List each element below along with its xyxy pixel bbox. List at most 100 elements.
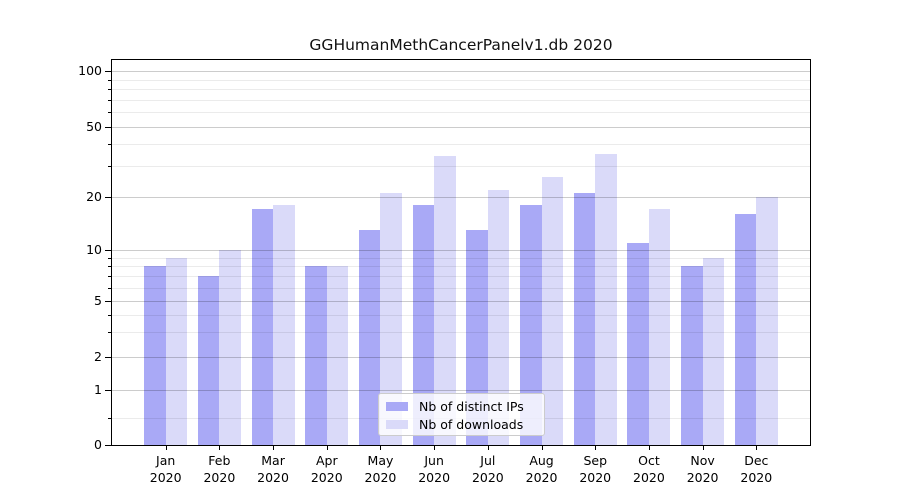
y-tick-mark-minor xyxy=(108,257,112,259)
x-tick-mark xyxy=(219,446,221,450)
bar-distinct-ips-jun xyxy=(412,205,435,445)
y-tick-mark-minor xyxy=(108,314,112,316)
legend-label-distinct-ips: Nb of distinct IPs xyxy=(419,399,524,414)
y-tick-mark-minor xyxy=(108,99,112,101)
bar-downloads-nov xyxy=(702,257,725,445)
x-tick-mark xyxy=(648,446,650,450)
x-tick-label-year: 2020 xyxy=(471,469,504,485)
y-tick-mark xyxy=(105,197,112,198)
y-tick-mark-minor xyxy=(108,266,112,268)
x-tick-label-year: 2020 xyxy=(633,469,665,485)
legend-swatch-distinct-ips xyxy=(386,402,408,411)
x-tick-label-year: 2020 xyxy=(686,469,719,485)
x-tick-label-month: Oct xyxy=(638,453,660,468)
plot-area xyxy=(111,59,811,446)
y-tick-mark xyxy=(105,127,112,128)
bar-downloads-jan xyxy=(165,257,188,445)
x-tick-label: Dec 2020 xyxy=(728,453,784,486)
y-tick-mark-minor xyxy=(108,112,112,114)
y-grid-minor xyxy=(112,166,810,168)
y-grid-major xyxy=(112,127,810,128)
bar-downloads-jul xyxy=(487,189,510,445)
y-tick-mark xyxy=(105,357,112,358)
y-tick-label: 0 xyxy=(94,437,102,452)
bar-downloads-may xyxy=(380,193,402,445)
y-tick-mark xyxy=(105,301,112,302)
bar-distinct-ips-nov xyxy=(681,266,703,445)
bar-distinct-ips-oct xyxy=(627,242,649,445)
x-tick-mark xyxy=(756,446,758,450)
x-tick-label-year: 2020 xyxy=(579,469,612,485)
x-tick-label-month: Aug xyxy=(529,453,554,468)
bar-downloads-feb xyxy=(219,250,241,445)
x-tick-mark xyxy=(702,446,704,450)
x-tick-label: Jan 2020 xyxy=(138,453,194,486)
y-grid-minor xyxy=(112,112,810,114)
x-tick-mark xyxy=(380,446,382,450)
bar-distinct-ips-apr xyxy=(305,266,327,445)
x-tick-label: Mar 2020 xyxy=(245,453,301,486)
x-tick-mark xyxy=(165,446,167,450)
x-tick-label-month: Apr xyxy=(315,453,338,468)
x-tick-label: Oct 2020 xyxy=(621,453,677,486)
x-tick-mark xyxy=(434,446,436,450)
y-grid-major xyxy=(112,71,810,72)
x-tick-label-month: Dec xyxy=(744,453,769,468)
x-tick-label-year: 2020 xyxy=(364,469,397,485)
y-tick-mark-minor xyxy=(108,166,112,168)
x-tick-label: Feb 2020 xyxy=(191,453,247,486)
legend-item-distinct-ips: Nb of distinct IPs xyxy=(386,398,544,416)
bar-distinct-ips-feb xyxy=(197,276,220,445)
y-tick-mark-minor xyxy=(108,79,112,81)
y-tick-label: 20 xyxy=(86,189,102,204)
y-tick-mark-minor xyxy=(108,144,112,146)
y-tick-mark xyxy=(105,445,112,446)
y-tick-mark-minor xyxy=(108,287,112,289)
y-tick-mark xyxy=(105,250,112,251)
x-tick-mark xyxy=(541,446,543,450)
x-tick-label-year: 2020 xyxy=(525,469,558,485)
bar-distinct-ips-aug xyxy=(520,205,542,445)
y-grid-minor xyxy=(112,79,810,81)
y-tick-label: 2 xyxy=(94,349,102,364)
x-tick-mark xyxy=(595,446,597,450)
x-tick-label-year: 2020 xyxy=(740,469,773,485)
y-tick-mark xyxy=(105,390,112,391)
x-tick-label: Jun 2020 xyxy=(406,453,462,486)
x-tick-label-year: 2020 xyxy=(149,469,182,485)
y-grid-minor xyxy=(112,144,810,146)
bar-downloads-apr xyxy=(326,266,349,445)
bar-distinct-ips-mar xyxy=(251,209,274,445)
bar-downloads-oct xyxy=(648,209,671,445)
y-tick-mark-minor xyxy=(108,89,112,91)
y-tick-label: 1 xyxy=(94,382,102,397)
x-tick-label: Sep 2020 xyxy=(567,453,623,486)
y-tick-label: 50 xyxy=(86,119,102,134)
x-tick-label-year: 2020 xyxy=(257,469,289,485)
bar-distinct-ips-sep xyxy=(573,193,596,445)
legend-label-downloads: Nb of downloads xyxy=(419,417,524,432)
y-grid-major xyxy=(112,250,810,251)
x-tick-mark xyxy=(487,446,489,450)
x-tick-label-year: 2020 xyxy=(310,469,343,485)
x-tick-label-month: Jul xyxy=(480,453,496,468)
x-tick-label: Apr 2020 xyxy=(299,453,355,486)
y-tick-mark-minor xyxy=(108,332,112,334)
y-tick-label: 100 xyxy=(78,63,102,78)
x-tick-label: Jul 2020 xyxy=(460,453,516,486)
x-tick-label-year: 2020 xyxy=(418,469,451,485)
chart-title: GGHumanMethCancerPanelv1.db 2020 xyxy=(309,36,613,54)
bar-distinct-ips-dec xyxy=(734,214,757,445)
bar-downloads-jun xyxy=(434,156,456,445)
bar-downloads-mar xyxy=(273,205,295,445)
y-grid-minor xyxy=(112,99,810,101)
legend-swatch-downloads xyxy=(386,420,408,429)
x-tick-label: Nov 2020 xyxy=(675,453,731,486)
legend-item-downloads: Nb of downloads xyxy=(386,416,544,434)
bar-distinct-ips-jul xyxy=(466,229,488,445)
y-grid-minor xyxy=(112,89,810,91)
x-tick-mark xyxy=(326,446,328,450)
bar-downloads-dec xyxy=(756,197,778,445)
x-tick-label: May 2020 xyxy=(352,453,408,486)
